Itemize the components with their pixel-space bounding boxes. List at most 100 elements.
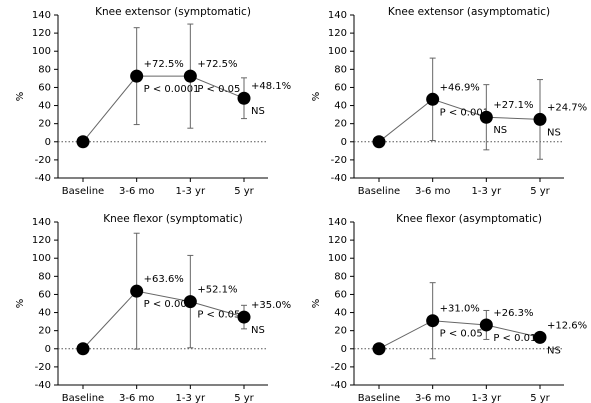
value-label: +63.6% <box>144 274 184 285</box>
y-tick-label: 60 <box>334 289 347 300</box>
data-point <box>130 284 144 298</box>
data-point <box>533 112 547 126</box>
x-tick-label: Baseline <box>62 186 104 197</box>
x-tick-label: 5 yr <box>234 186 254 197</box>
y-tick-label: 80 <box>334 64 347 75</box>
y-tick-label: -40 <box>35 173 51 184</box>
y-tick-label: 140 <box>32 10 51 21</box>
value-label: +72.5% <box>144 59 184 70</box>
y-tick-label: 120 <box>328 235 347 246</box>
annotation: NS <box>251 325 265 336</box>
panel: Knee flexor (symptomatic)% -40 -20 0 20 40 60 8… <box>15 213 291 403</box>
y-tick-label: 60 <box>334 82 347 93</box>
y-tick-label: -40 <box>331 380 347 391</box>
value-label: +48.1% <box>251 81 291 92</box>
x-tick-label: 1-3 yr <box>472 393 502 403</box>
y-tick-label: 80 <box>38 271 51 282</box>
annotation: NS <box>547 127 561 138</box>
annotation: NS <box>251 106 265 117</box>
y-tick-label: 60 <box>38 289 51 300</box>
data-point <box>372 342 386 356</box>
y-tick-label: 40 <box>38 308 51 319</box>
x-tick-label: 1-3 yr <box>176 393 206 403</box>
y-axis-label: % <box>311 92 322 102</box>
y-axis-label: % <box>311 299 322 309</box>
y-tick-label: 0 <box>341 137 347 148</box>
annotation: NS <box>547 345 561 356</box>
value-label: +52.1% <box>197 285 237 296</box>
x-tick-label: 3-6 mo <box>415 393 450 403</box>
annotation: P < 0.05 <box>440 329 483 340</box>
y-tick-label: -20 <box>35 362 51 373</box>
value-label: +72.5% <box>197 59 237 70</box>
panel: Knee flexor (asymptomatic)% -40 -20 0 20 40 60… <box>311 213 587 403</box>
y-tick-label: -20 <box>35 155 51 166</box>
value-label: +12.6% <box>547 320 587 331</box>
y-tick-label: 60 <box>38 82 51 93</box>
annotation: NS <box>493 125 507 136</box>
value-label: +27.1% <box>493 100 533 111</box>
annotation: P < 0.0001 <box>144 84 200 95</box>
y-tick-label: 120 <box>328 28 347 39</box>
value-label: +31.0% <box>440 304 480 315</box>
y-tick-label: 100 <box>32 253 51 264</box>
y-axis-label: % <box>15 299 26 309</box>
data-point <box>237 310 251 324</box>
value-label: +24.7% <box>547 102 587 113</box>
y-tick-label: 0 <box>45 344 51 355</box>
chart-title: Knee flexor (asymptomatic) <box>396 213 542 225</box>
y-tick-label: -40 <box>331 173 347 184</box>
data-point <box>237 91 251 105</box>
y-tick-label: 40 <box>334 101 347 112</box>
y-axis-label: % <box>15 92 26 102</box>
x-tick-label: 3-6 mo <box>119 393 154 403</box>
y-tick-label: 0 <box>45 137 51 148</box>
y-tick-label: -20 <box>331 155 347 166</box>
y-tick-label: 20 <box>38 326 51 337</box>
x-tick-label: 5 yr <box>234 393 254 403</box>
y-tick-label: 20 <box>334 119 347 130</box>
x-tick-label: 3-6 mo <box>415 186 450 197</box>
data-point <box>183 69 197 83</box>
data-point <box>76 135 90 149</box>
y-tick-label: 140 <box>32 217 51 228</box>
panel: Knee extensor (asymptomatic)% -40 -20 0 20 40… <box>311 6 587 197</box>
data-point <box>76 342 90 356</box>
x-tick-label: Baseline <box>358 393 400 403</box>
x-tick-label: 3-6 mo <box>119 186 154 197</box>
series-line <box>378 320 541 350</box>
y-tick-label: 140 <box>328 217 347 228</box>
series-line <box>82 75 245 143</box>
data-point <box>479 318 493 332</box>
x-tick-label: Baseline <box>62 393 104 403</box>
x-tick-label: 5 yr <box>530 186 550 197</box>
y-tick-label: 120 <box>32 235 51 246</box>
value-label: +26.3% <box>493 308 533 319</box>
data-point <box>130 69 144 83</box>
value-label: +46.9% <box>440 82 480 93</box>
y-tick-label: 120 <box>32 28 51 39</box>
data-point <box>372 135 386 149</box>
y-tick-label: 20 <box>334 326 347 337</box>
data-point <box>183 295 197 309</box>
y-tick-label: 100 <box>328 46 347 57</box>
series-line <box>82 290 245 350</box>
chart-title: Knee flexor (symptomatic) <box>103 213 242 225</box>
y-tick-label: -40 <box>35 380 51 391</box>
annotation: P < 0.01 <box>493 333 536 344</box>
data-point <box>479 110 493 124</box>
annotation: P < 0.001 <box>144 299 193 310</box>
series-line <box>378 98 541 143</box>
annotation: P < 0.05 <box>197 84 240 95</box>
y-tick-label: 20 <box>38 119 51 130</box>
y-tick-label: 140 <box>328 10 347 21</box>
x-tick-label: 1-3 yr <box>472 186 502 197</box>
x-tick-label: Baseline <box>358 186 400 197</box>
annotation: P < 0.05 <box>197 310 240 321</box>
annotation: P < 0.001 <box>440 107 489 118</box>
y-tick-label: -20 <box>331 362 347 373</box>
chart-title: Knee extensor (asymptomatic) <box>388 6 550 18</box>
x-tick-label: 1-3 yr <box>176 186 206 197</box>
y-tick-label: 40 <box>38 101 51 112</box>
